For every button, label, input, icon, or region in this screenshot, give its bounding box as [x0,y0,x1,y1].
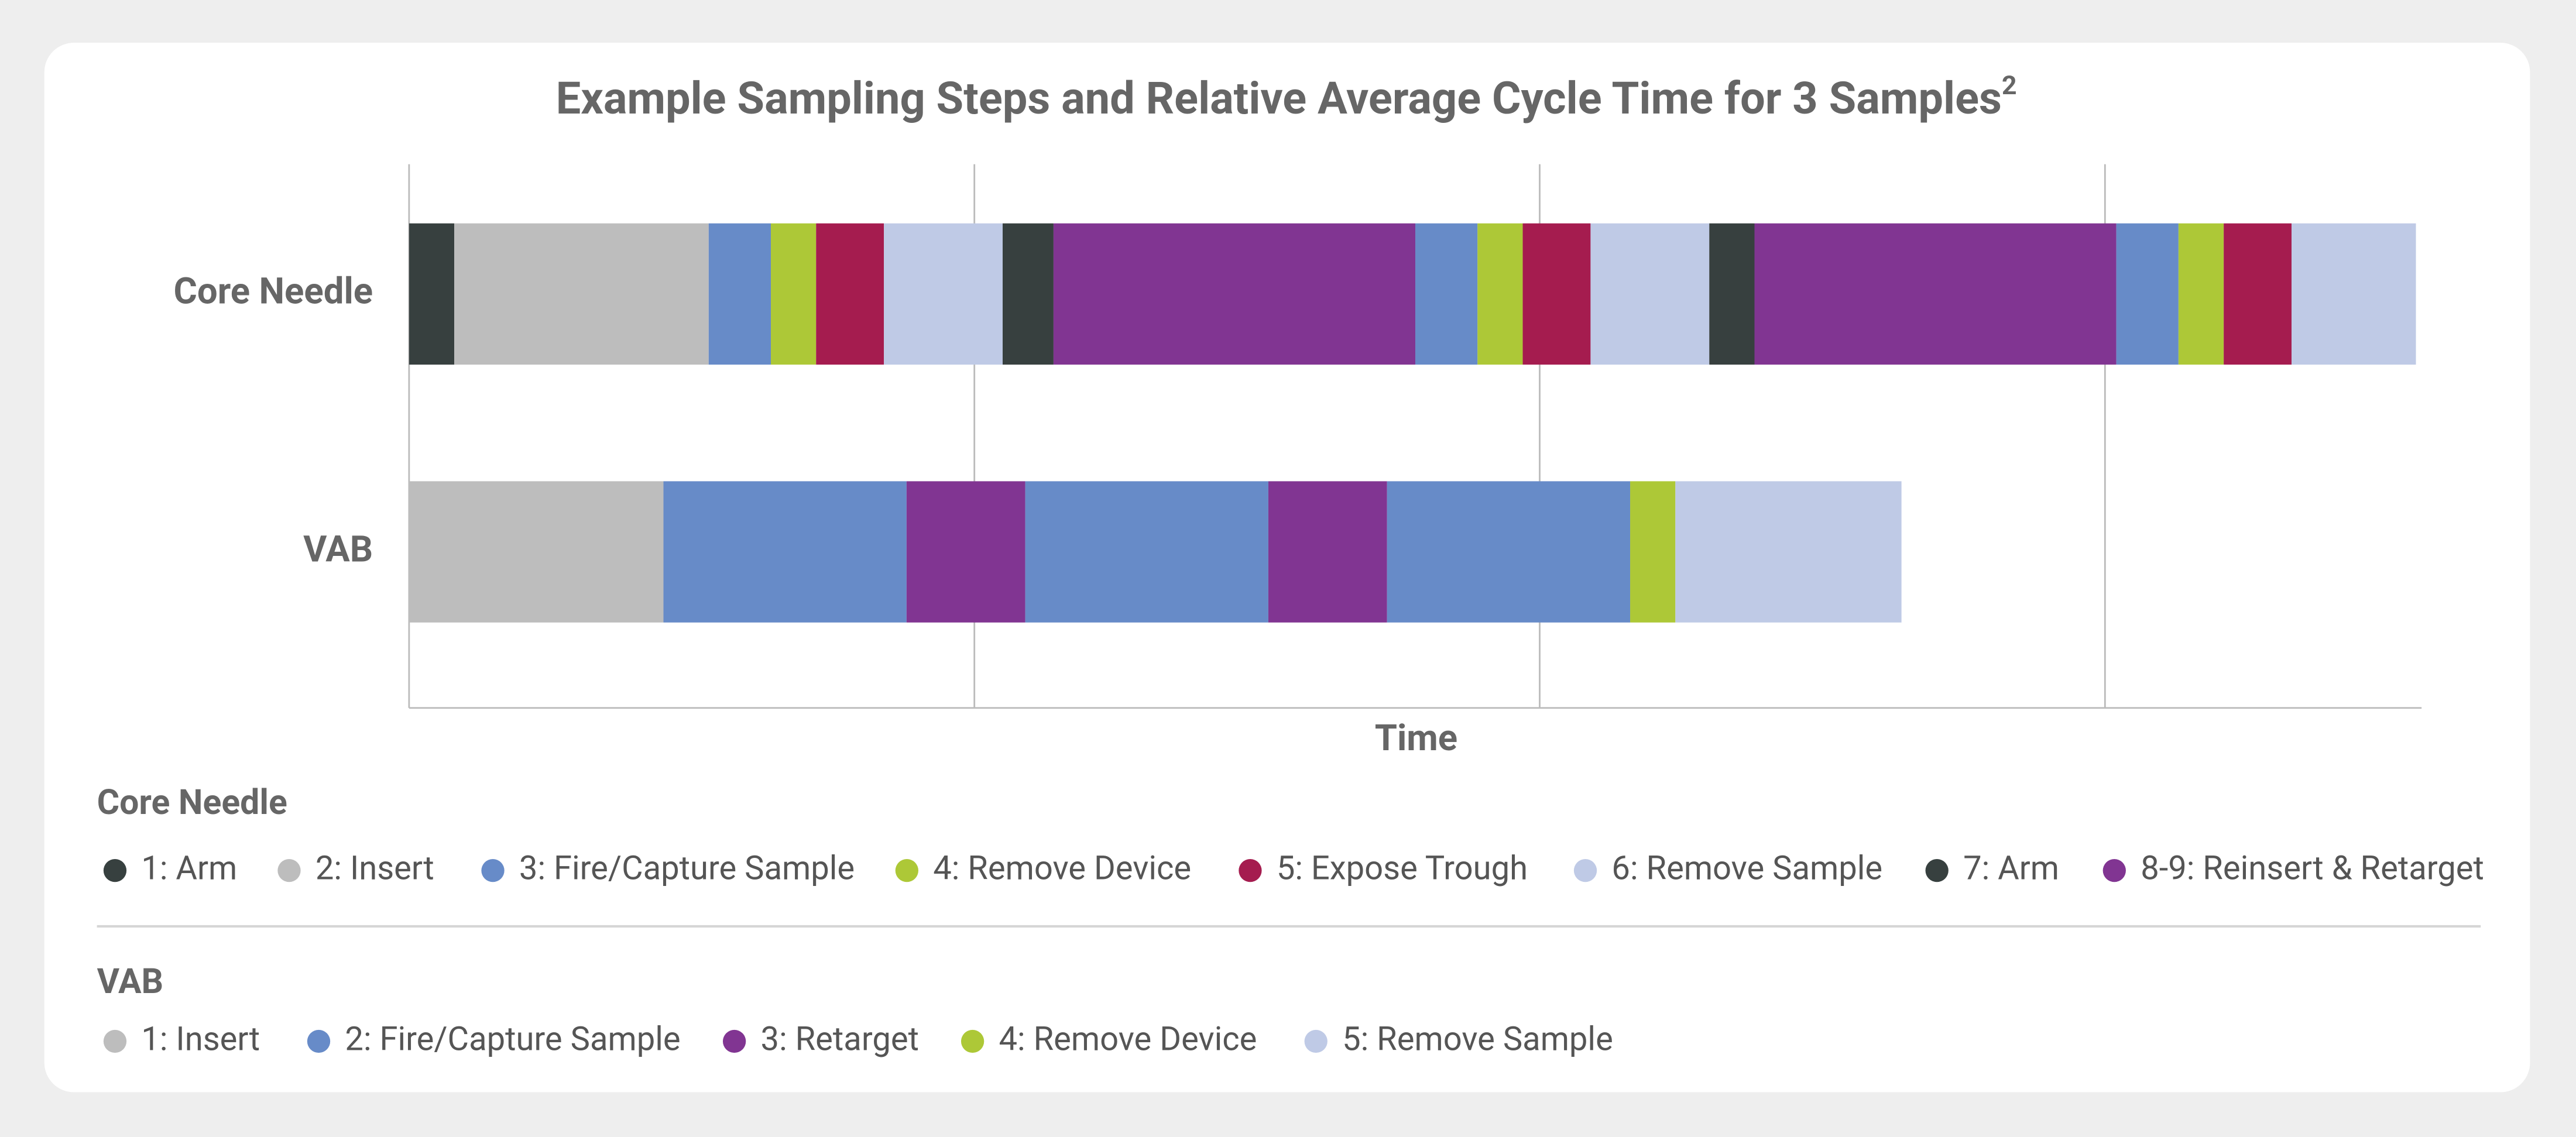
legend-marker [722,1029,746,1053]
bar-segment [1025,481,1268,623]
bar-segment [1477,223,1523,365]
legend-marker [961,1029,985,1053]
bar-segment [409,223,455,365]
bar-segment [1630,481,1676,623]
bar-segment [906,481,1025,623]
legend-label: 5: Remove Sample [1342,1019,1613,1058]
legend-heading: VAB [97,961,164,1002]
x-axis-label: Time [1375,717,1457,760]
bar-segment [2116,223,2179,365]
bar-segment [663,481,907,623]
legend-marker [481,858,505,882]
bar-segment [2224,223,2292,365]
legend-marker [277,858,301,882]
legend-label: 5: Expose Trough [1277,849,1528,887]
bar-segment [2178,223,2224,365]
legend-label: 3: Fire/Capture Sample [519,849,855,887]
legend-label: 2: Fire/Capture Sample [345,1019,680,1058]
legend-label: 4: Remove Device [999,1019,1257,1058]
legend-label: 1: Insert [141,1019,260,1058]
legend-marker [2102,858,2126,882]
bar-segment [1709,223,1755,365]
legend-heading: Core Needle [97,782,287,823]
bar-segment [409,481,664,623]
legend-label: 7: Arm [1963,849,2059,887]
bar-segment [1268,481,1387,623]
title-text: Example Sampling Steps and Relative Aver… [556,73,2002,125]
legend-label: 3: Retarget [761,1019,919,1058]
bar-segment [771,223,817,365]
bar-segment [1415,223,1478,365]
bar-segment [1522,223,1591,365]
legend-marker [103,858,127,882]
y-tick-label: Core Needle [174,271,373,313]
bar-segment [1754,223,2117,365]
legend-label: 8-9: Reinsert & Retarget [2141,849,2484,887]
legend-label: 1: Arm [141,849,237,887]
legend-label: 4: Remove Device [933,849,1191,887]
legend-marker [895,858,918,882]
legend-marker [103,1029,127,1053]
bar-segment [454,223,709,365]
legend-marker [1239,858,1262,882]
legend-marker [307,1029,331,1053]
bar-segment [708,223,771,365]
bar-segment [816,223,884,365]
legend-marker [1304,1029,1328,1053]
bar-segment [1053,223,1416,365]
bar-segment [884,223,1003,365]
bar-segment [2292,223,2416,365]
bar-segment [1675,481,1902,623]
chart-title: Example Sampling Steps and Relative Aver… [556,70,2017,125]
y-tick-label: VAB [303,528,373,571]
legend-label: 2: Insert [315,849,434,887]
legend-label: 6: Remove Sample [1611,849,1882,887]
legend-marker [1573,858,1597,882]
title-note: 2 [2002,70,2017,101]
legend-marker [1925,858,1949,882]
bar-segment [1387,481,1631,623]
bar-segment [1002,223,1054,365]
bar-segment [1590,223,1710,365]
